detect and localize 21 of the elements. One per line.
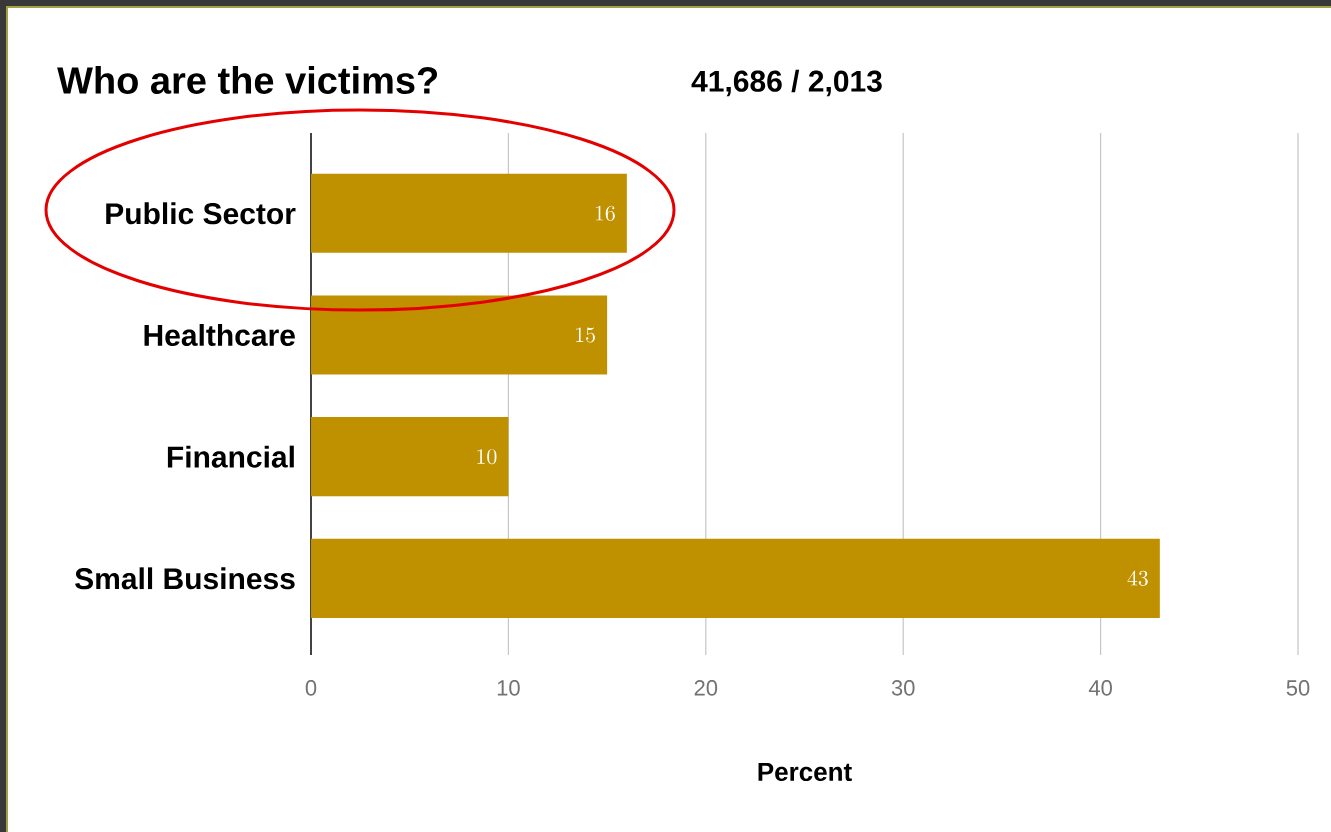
chart-subtitle: 41,686 / 2,013 [691, 69, 882, 97]
y-tick-label: Public Sector [106, 202, 296, 225]
y-tick-label: Financial [167, 445, 294, 468]
x-tick-label: 40 [1088, 680, 1112, 696]
chart-title: Who are the victims? [57, 66, 438, 94]
data-label: 15 [576, 327, 595, 343]
x-tick-label: 20 [694, 680, 718, 696]
bar [311, 538, 1160, 618]
x-tick-label: 30 [891, 680, 915, 696]
y-tick-label: Small Business [75, 567, 295, 590]
y-tick-label: Healthcare [144, 323, 295, 346]
bar [311, 173, 627, 253]
bar [311, 295, 608, 375]
x-tick-label: 0 [305, 680, 317, 696]
data-label: 16 [595, 205, 615, 221]
bar [311, 417, 509, 497]
data-label: 10 [477, 449, 497, 465]
x-tick-label: 50 [1286, 680, 1310, 696]
x-axis-title: Percent [758, 762, 852, 782]
data-label: 43 [1127, 570, 1148, 586]
x-tick-label: 10 [497, 680, 520, 696]
